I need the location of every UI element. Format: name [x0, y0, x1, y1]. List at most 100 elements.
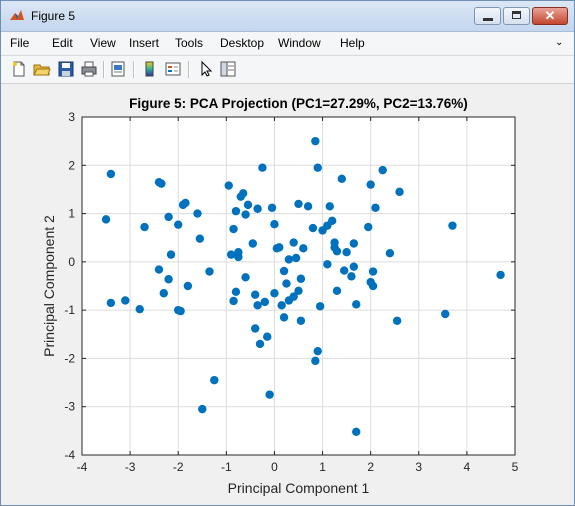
- legend-icon[interactable]: [164, 60, 182, 78]
- title-bar[interactable]: Figure 5 ✕: [1, 1, 574, 32]
- data-point: [243, 200, 253, 210]
- data-point: [229, 296, 238, 306]
- data-point: [181, 198, 190, 208]
- menu-window[interactable]: Window: [278, 36, 321, 50]
- open-file-icon[interactable]: [33, 60, 51, 78]
- pointer-icon[interactable]: [197, 60, 215, 78]
- menu-view[interactable]: View: [90, 36, 116, 50]
- data-point: [291, 253, 301, 263]
- x-tick-label: -3: [125, 460, 136, 474]
- data-point: [267, 203, 277, 212]
- data-point: [342, 248, 351, 257]
- figure-canvas: -4 -3 -2 -1 0 1 2 3 4 5 -4 -3 -2 -1 0 1 2 3 Figure 5: PC…: [1, 84, 574, 505]
- data-point: [289, 238, 298, 247]
- y-axis: -4 -3 -2 -1 0 1 2 3: [64, 110, 515, 462]
- data-point: [255, 339, 265, 349]
- toolbar-separator: [103, 61, 105, 78]
- maximize-icon: [512, 11, 521, 19]
- data-point: [395, 187, 404, 197]
- minimize-button[interactable]: [474, 7, 501, 25]
- data-point: [231, 287, 241, 296]
- colorbar-icon[interactable]: [141, 60, 159, 78]
- menu-tools[interactable]: Tools: [175, 36, 204, 50]
- data-point: [251, 290, 260, 299]
- data-point: [101, 215, 111, 224]
- data-point: [294, 199, 303, 209]
- window-title: Figure 5: [31, 9, 76, 23]
- data-point: [238, 189, 248, 198]
- matlab-logo-icon: [10, 10, 24, 20]
- x-axis-label: Principal Component 1: [228, 480, 370, 496]
- close-button[interactable]: ✕: [532, 7, 568, 25]
- data-point: [332, 247, 342, 256]
- y-tick-label: 2: [68, 158, 75, 172]
- x-tick-label: -1: [221, 460, 232, 474]
- data-point: [279, 266, 289, 276]
- data-point: [248, 239, 257, 248]
- data-point: [174, 220, 183, 229]
- data-point: [364, 222, 373, 232]
- x-tick-label: 0: [271, 460, 278, 474]
- data-point: [224, 181, 233, 190]
- print-icon[interactable]: [80, 60, 98, 78]
- data-point: [234, 252, 243, 262]
- data-point: [296, 316, 306, 325]
- maximize-button[interactable]: [503, 7, 530, 25]
- data-point: [226, 250, 236, 259]
- chevron-icon[interactable]: ⌄: [555, 37, 564, 48]
- data-point: [349, 239, 359, 248]
- data-point: [176, 306, 185, 316]
- x-tick-label: 2: [367, 460, 374, 474]
- data-point: [241, 273, 250, 282]
- print-preview-icon[interactable]: [109, 60, 127, 78]
- menu-edit[interactable]: Edit: [52, 36, 73, 50]
- menu-desktop[interactable]: Desktop: [220, 36, 265, 50]
- data-point: [299, 244, 308, 253]
- data-point: [371, 203, 380, 212]
- data-point: [159, 289, 168, 298]
- data-point: [311, 356, 320, 366]
- y-tick-label: -1: [64, 303, 75, 317]
- scatter-plot[interactable]: -4 -3 -2 -1 0 1 2 3 4 5 -4 -3 -2 -1 0 1 2 3 Figure 5: PC…: [1, 84, 574, 505]
- data-point: [121, 296, 130, 305]
- data-point: [315, 302, 325, 311]
- toolbar: [1, 55, 574, 84]
- data-point: [253, 301, 262, 310]
- data-point: [368, 281, 378, 291]
- data-point: [294, 286, 303, 296]
- y-tick-label: -2: [64, 351, 75, 365]
- data-point: [166, 250, 176, 259]
- x-axis: -4 -3 -2 -1 0 1 2 3 4 5: [77, 117, 519, 474]
- data-point: [308, 223, 318, 233]
- data-point: [106, 169, 116, 179]
- data-point: [270, 289, 279, 298]
- data-point: [340, 266, 349, 275]
- data-point: [352, 300, 361, 309]
- data-point: [241, 210, 250, 219]
- data-point: [441, 309, 450, 319]
- data-point: [392, 316, 402, 325]
- x-tick-label: -2: [173, 460, 184, 474]
- menu-file[interactable]: File: [10, 36, 30, 50]
- property-editor-icon[interactable]: [219, 60, 237, 78]
- menu-insert[interactable]: Insert: [129, 36, 160, 50]
- data-point: [106, 298, 116, 308]
- data-point: [332, 286, 342, 296]
- data-point: [448, 221, 457, 230]
- close-icon: ✕: [544, 8, 556, 23]
- menu-help[interactable]: Help: [340, 36, 365, 50]
- data-point: [385, 248, 395, 258]
- new-figure-icon[interactable]: [10, 60, 28, 78]
- data-point: [352, 427, 361, 437]
- toolbar-separator: [133, 61, 135, 78]
- data-point: [496, 270, 505, 280]
- data-point: [164, 212, 173, 222]
- data-point: [337, 174, 346, 184]
- data-point: [140, 222, 149, 232]
- data-point: [296, 274, 306, 283]
- data-point: [289, 292, 298, 301]
- data-point: [263, 332, 272, 341]
- data-point: [275, 243, 284, 252]
- data-point: [277, 301, 286, 310]
- save-icon[interactable]: [57, 60, 75, 78]
